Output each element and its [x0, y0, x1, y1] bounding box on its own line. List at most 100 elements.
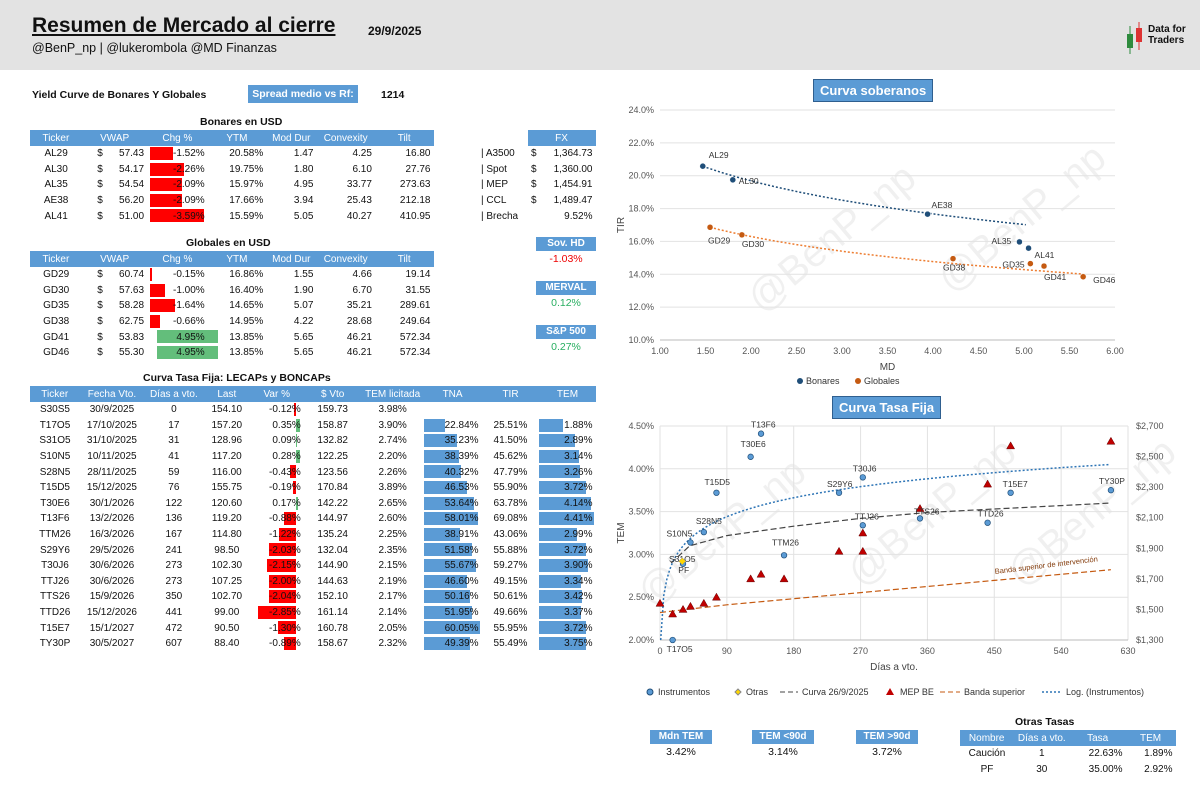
fx-spacer: [478, 130, 528, 146]
currency-sign: $: [97, 300, 103, 312]
last-cell: 114.80: [211, 529, 242, 541]
chg-cell-value: 4.95%: [176, 347, 205, 359]
chg-cell: 4.95%: [147, 329, 218, 345]
tem-cell-bar: [539, 590, 583, 604]
vwap-cell: $54.17: [82, 162, 147, 178]
watermark: @BenP_np: [739, 155, 924, 321]
y2-tick-label: $2,100: [1136, 513, 1164, 523]
table-row: S28N5 28/11/2025 59 116.00 -0.43% 123.56 2.26%…: [30, 464, 596, 480]
chg-cell: -1.64%: [147, 298, 208, 314]
tem-cell-value: 3.34%: [564, 575, 593, 587]
ytm-cell: 13.85%: [229, 347, 264, 359]
fecha-cell: 15/12/2025: [86, 482, 137, 494]
var-cell: 0.09%: [250, 433, 304, 449]
chg-cell-value: -2.09%: [173, 179, 205, 191]
globales-title: Globales en USD: [186, 237, 271, 249]
chg-cell-bar: [150, 147, 174, 160]
column-header: Chg %: [147, 251, 209, 267]
column-header: Convexity: [316, 130, 376, 146]
spread-label: Spread medio vs Rf:: [248, 85, 358, 103]
tna-cell-bar: [423, 605, 473, 619]
var-value: -2.85%: [269, 607, 301, 619]
point-label: S29Y6: [827, 479, 853, 489]
instrument-point: [859, 474, 866, 481]
y2-tick-label: $1,500: [1136, 604, 1164, 614]
table-row: GD30 $57.63 -1.00% 16.40% 1.90 6.70 31.55: [30, 283, 434, 299]
fx-currency: $: [531, 195, 537, 207]
tna-cell: 60.05%: [423, 620, 482, 636]
legend-label: Bonares: [806, 376, 840, 386]
mep-be-marker: [668, 609, 678, 618]
vto-cell: 160.78: [317, 622, 348, 634]
tilt-cell: 31.55: [405, 284, 431, 296]
table-row: GD41 $53.83 4.95% 13.85% 5.65 46.21 572.34: [30, 329, 434, 345]
y2-tick-label: $1,900: [1136, 543, 1164, 553]
fecha-cell: 31/10/2025: [86, 435, 137, 447]
chg-cell: -2.26%: [147, 162, 208, 178]
fx-currency: $: [531, 148, 537, 160]
tir-cell: 50.61%: [493, 591, 528, 603]
tem-cell-value: 3.90%: [564, 560, 593, 572]
convexity-cell: 46.21: [346, 331, 372, 343]
table-row: T15E7 15/1/2027 472 90.50 -1.30% 160.78 2.05% 6…: [30, 620, 596, 636]
column-header: Tilt: [374, 130, 434, 146]
legend-marker: [886, 688, 894, 695]
var-value: -2.03%: [269, 544, 301, 556]
tna-cell: 22.84%: [423, 418, 482, 434]
y-tick-label: 4.00%: [628, 464, 654, 474]
ytm-cell: 17.66%: [229, 195, 264, 207]
otras-tasas-title: Otras Tasas: [1015, 716, 1075, 728]
ytm-cell: 19.75%: [229, 163, 264, 175]
vwap-cell: $60.74: [82, 267, 147, 283]
vwap-cell: $57.63: [82, 283, 147, 299]
currency-sign: $: [97, 269, 103, 281]
chg-cell-bar: [150, 299, 175, 313]
column-header: VWAP: [82, 130, 148, 146]
fx-name: | MEP: [481, 179, 509, 191]
mod-dur-cell: 4.22: [293, 316, 314, 328]
fx-value: 9.52%: [564, 210, 593, 222]
fx-row: | Spot $1,360.00: [478, 162, 596, 178]
tilt-cell: 27.76: [405, 163, 431, 175]
legend-label: Globales: [864, 376, 900, 386]
table-row: T13F6 13/2/2026 136 119.20 -0.88% 144.97 2.60%…: [30, 511, 596, 527]
vwap-value: 57.63: [119, 284, 145, 296]
tna-cell-bar: [423, 574, 468, 588]
ytm-cell: 16.86%: [229, 269, 264, 281]
convexity-cell: 6.10: [352, 163, 372, 175]
var-bar: [295, 496, 299, 510]
convexity-cell: 4.25: [352, 148, 372, 160]
data-point: [738, 231, 746, 239]
var-value: -0.43%: [269, 466, 301, 478]
y-tick-label: 2.00%: [628, 635, 654, 645]
mep-be-marker: [779, 574, 789, 583]
tir-cell: 59.27%: [493, 560, 528, 572]
vto-cell: 159.73: [317, 404, 348, 416]
x-axis-label: MD: [880, 362, 896, 373]
table-row: T15D5 15/12/2025 76 155.75 -0.19% 170.84 3.89%…: [30, 480, 596, 496]
last-cell: 128.96: [211, 435, 243, 447]
chg-cell-bar: [150, 268, 153, 281]
tna-cell-value: 51.95%: [444, 607, 479, 619]
mod-dur-cell: 1.47: [293, 148, 314, 160]
ticker-cell: GD41: [43, 331, 70, 343]
chg-cell: 4.95%: [147, 345, 218, 361]
point-label: AL41: [1035, 250, 1055, 260]
tem-cell-value: 3.14%: [564, 451, 593, 463]
tna-cell: 50.16%: [423, 589, 482, 605]
var-value: -1.22%: [269, 529, 301, 541]
tem-cell: 3.14%: [539, 449, 595, 465]
point-label: TY30P: [1099, 476, 1125, 486]
tem-cell: [539, 402, 595, 418]
vto-cell: 144.97: [317, 513, 348, 525]
last-cell: 102.70: [211, 591, 243, 603]
dias-cell: 30: [1036, 763, 1048, 775]
last-cell: 120.60: [211, 497, 243, 509]
point-label: TTM26: [772, 537, 799, 547]
var-value: -2.04%: [269, 591, 301, 603]
column-header: Mod Dur: [266, 130, 317, 146]
mep-be-marker: [686, 601, 695, 610]
tir-cell: 49.15%: [493, 575, 528, 587]
vto-cell: 161.14: [317, 607, 348, 619]
table-row: AL41 $51.00 -3.59% 15.59% 5.05 40.27 410.95: [30, 208, 434, 224]
